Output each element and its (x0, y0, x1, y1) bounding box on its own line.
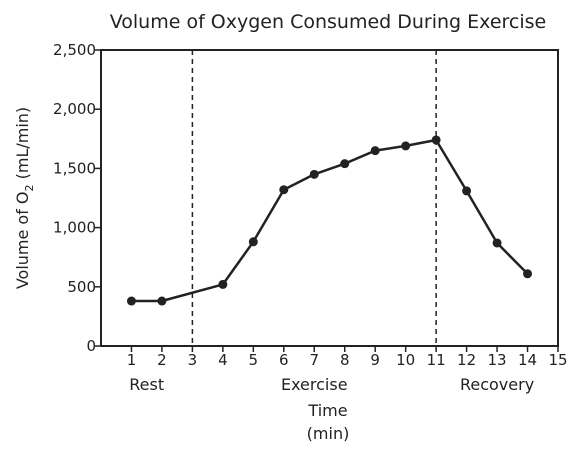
data-point (431, 135, 441, 145)
data-point (248, 237, 258, 247)
x-tick-label: 7 (309, 351, 319, 369)
phase-label: Exercise (281, 375, 348, 394)
phase-label: Rest (129, 375, 164, 394)
series-line (131, 138, 529, 303)
x-tick-label: 15 (548, 351, 567, 369)
series-oxygen (126, 135, 533, 306)
x-tick-label: 3 (188, 351, 198, 369)
data-point (126, 296, 136, 306)
x-tick-label: 14 (518, 351, 537, 369)
data-point (370, 146, 380, 156)
x-axis-title: Time (307, 401, 347, 420)
x-tick-label: 4 (218, 351, 228, 369)
y-axis-title: Volume of O2 (mL/min) (13, 107, 36, 289)
x-tick-label: 6 (279, 351, 289, 369)
y-axis-title-prefix: Volume of O (13, 191, 32, 289)
y-tick-label: 1,000 (53, 219, 96, 237)
phase-label: Recovery (460, 375, 534, 394)
x-tick-label: 8 (340, 351, 350, 369)
y-tick-label: 500 (67, 278, 96, 296)
x-tick-label: 10 (396, 351, 415, 369)
x-tick-label: 11 (427, 351, 446, 369)
y-tick-label: 2,000 (53, 100, 96, 118)
x-tick-label: 2 (157, 351, 167, 369)
y-tick-labels: 0 500 1,000 1,500 2,000 2,500 (53, 41, 101, 355)
plot-frame (100, 49, 559, 347)
y-tick-label: 1,500 (53, 159, 96, 177)
phase-dividers (191, 50, 437, 346)
x-tick-label: 12 (457, 351, 476, 369)
y-axis-title-subscript: 2 (23, 184, 36, 191)
x-tick-label: 9 (370, 351, 380, 369)
x-tick-label: 1 (127, 351, 137, 369)
data-point (462, 186, 472, 196)
data-point (523, 269, 533, 279)
x-tick-label: 5 (249, 351, 259, 369)
x-axis-unit: (min) (307, 424, 350, 443)
axes (100, 49, 559, 347)
x-tick-labels: 1 2 3 4 5 6 7 8 9 10 11 12 13 14 15 (127, 346, 568, 369)
data-point (340, 159, 350, 169)
data-point (218, 279, 228, 289)
phase-labels: Rest Exercise Recovery (129, 375, 534, 394)
y-tick-label: 0 (86, 337, 96, 355)
y-tick-label: 2,500 (53, 41, 96, 59)
data-point (279, 185, 289, 195)
data-point (157, 296, 167, 306)
chart-title: Volume of Oxygen Consumed During Exercis… (110, 11, 546, 33)
y-axis-title-suffix: (mL/min) (13, 107, 32, 185)
data-point (492, 238, 502, 248)
x-tick-label: 13 (488, 351, 507, 369)
data-point (309, 169, 319, 179)
data-point (401, 141, 411, 151)
